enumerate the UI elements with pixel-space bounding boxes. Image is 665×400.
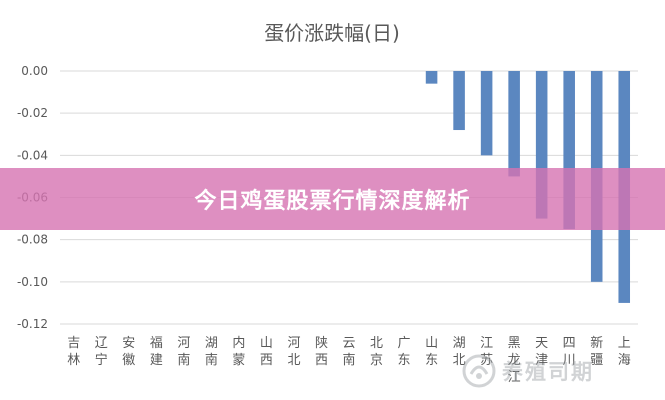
- x-category-label: 辽宁: [95, 336, 108, 368]
- bar: [480, 71, 493, 156]
- x-category-label: 云南: [342, 336, 355, 368]
- x-category-label: 湖北: [453, 336, 466, 368]
- x-category-label: 河南: [177, 336, 190, 368]
- x-category-label: 江苏: [480, 336, 493, 368]
- x-category-label: 新疆: [590, 335, 603, 368]
- x-category-label: 河北: [287, 336, 300, 368]
- bar: [425, 71, 438, 84]
- x-category-label: 山西: [260, 336, 273, 368]
- watermark-text: 养殖司期: [502, 360, 594, 384]
- x-category-label: 陕西: [315, 336, 328, 368]
- x-category-label: 湖南: [205, 336, 218, 368]
- x-category-label: 黑龙江: [508, 336, 521, 385]
- bar: [508, 71, 520, 177]
- y-tick-label: 0.00: [21, 64, 48, 78]
- watermark-logo-icon: [462, 354, 496, 388]
- x-category-label: 四川: [563, 336, 576, 368]
- bar: [563, 71, 575, 230]
- y-tick-label: -0.08: [17, 233, 48, 247]
- x-category-label: 山东: [425, 336, 438, 368]
- y-tick-label: -0.10: [17, 275, 48, 289]
- headline-text: 今日鸡蛋股票行情深度解析: [194, 189, 471, 214]
- x-category-label: 吉林: [67, 336, 80, 368]
- x-category-label: 内蒙: [232, 335, 245, 368]
- chart-title: 蛋价涨跌幅(日): [264, 21, 400, 45]
- headline-banner: 今日鸡蛋股票行情深度解析: [0, 168, 665, 230]
- x-category-label: 安徽: [122, 336, 135, 368]
- y-tick-label: -0.04: [17, 148, 48, 162]
- x-category-label: 广东: [398, 336, 411, 368]
- watermark: 养殖司期: [462, 348, 662, 394]
- bar: [535, 71, 548, 219]
- x-category-label: 上海: [618, 336, 631, 368]
- y-tick-label: -0.02: [17, 106, 48, 120]
- bar: [453, 71, 465, 131]
- x-category-label: 天津: [535, 336, 548, 368]
- x-category-label: 福建: [150, 336, 163, 368]
- y-tick-label: -0.12: [17, 317, 48, 331]
- x-category-label: 北京: [370, 336, 383, 368]
